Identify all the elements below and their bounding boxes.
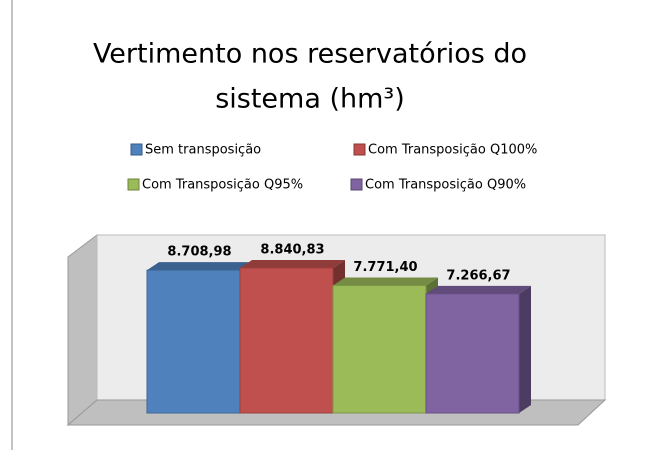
data-label: 7.771,40 bbox=[353, 260, 417, 275]
legend-label: Sem transposição bbox=[145, 143, 261, 158]
legend-swatch bbox=[127, 178, 140, 191]
bar bbox=[239, 267, 334, 414]
data-label: 7.266,67 bbox=[446, 268, 510, 283]
legend-label: Com Transposição Q100% bbox=[368, 143, 537, 158]
legend-swatch bbox=[130, 143, 143, 156]
bar-top bbox=[147, 262, 252, 271]
legend-swatch bbox=[350, 178, 363, 191]
bar-top bbox=[240, 260, 345, 268]
chart-title: sistema (hm³) bbox=[215, 84, 405, 115]
data-label: 8.840,83 bbox=[260, 243, 324, 258]
bar-top bbox=[333, 277, 438, 286]
legend-label: Com Transposição Q90% bbox=[365, 178, 526, 193]
side-wall bbox=[67, 233, 98, 427]
legend-swatch bbox=[353, 143, 366, 156]
chart-title: Vertimento nos reservatórios do bbox=[93, 39, 527, 70]
bar bbox=[332, 285, 427, 414]
bar bbox=[146, 269, 241, 414]
bar bbox=[425, 293, 520, 414]
bar-top bbox=[426, 285, 531, 294]
bar-side bbox=[519, 285, 531, 413]
data-label: 8.708,98 bbox=[167, 245, 231, 260]
legend-label: Com Transposição Q95% bbox=[142, 178, 303, 193]
